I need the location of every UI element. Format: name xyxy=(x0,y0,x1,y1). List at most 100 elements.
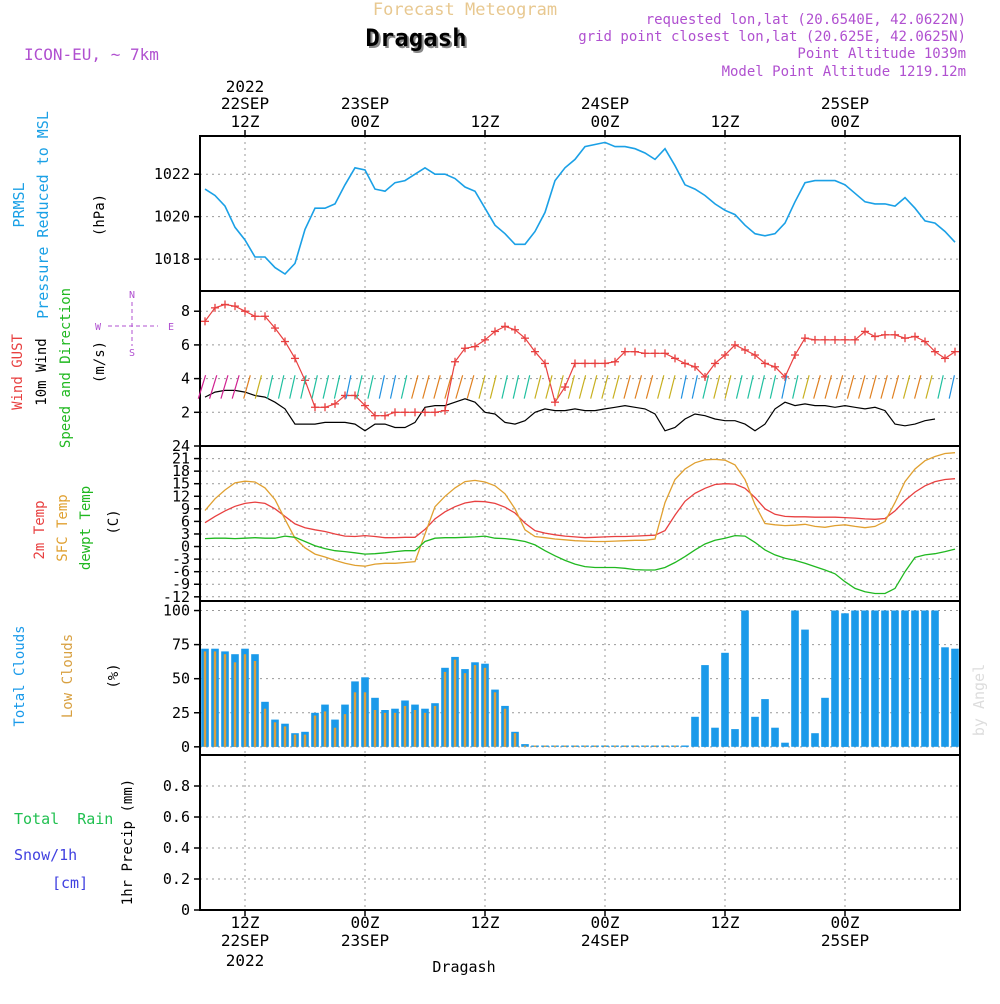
y-tick-label: -6 xyxy=(172,563,190,581)
total-clouds-label: Total Clouds xyxy=(12,625,28,726)
gust-marker xyxy=(251,312,259,321)
y-tick-label: 0.6 xyxy=(163,808,190,826)
low-clouds-label: Low Clouds xyxy=(60,634,76,718)
time-label-bottom: 25SEP xyxy=(821,931,869,950)
gust-marker xyxy=(601,359,609,368)
snow-unit-label: [cm] xyxy=(52,874,88,892)
dewpt-line xyxy=(204,534,956,595)
wind-direction-barb xyxy=(735,375,743,399)
y-tick-label: 12 xyxy=(172,487,190,505)
time-label-top: 00Z xyxy=(831,112,860,131)
wind-direction-barb xyxy=(277,375,285,399)
ms-unit-label: (m/s) xyxy=(92,341,108,383)
time-label-bottom: 23SEP xyxy=(341,931,389,950)
total-cloud-bar xyxy=(921,610,929,747)
wind-direction-barb xyxy=(914,375,922,399)
low-cloud-bar xyxy=(393,712,397,747)
total-cloud-bar xyxy=(861,610,869,747)
gust-marker xyxy=(681,359,689,368)
wind-direction-barb xyxy=(802,375,810,399)
low-cloud-bar xyxy=(383,712,387,747)
gust-marker xyxy=(901,334,909,343)
y-tick-label: 18 xyxy=(172,462,190,480)
wind-direction-barb xyxy=(645,375,654,399)
total-cloud-bar xyxy=(811,733,819,747)
low-cloud-bar xyxy=(413,710,417,747)
gust-marker xyxy=(851,335,859,344)
gust-marker xyxy=(421,408,429,417)
gust-marker xyxy=(821,335,829,344)
gust-marker xyxy=(751,351,759,360)
wind-direction-barb xyxy=(601,375,609,399)
time-label-top: 12Z xyxy=(471,112,500,131)
gust-marker xyxy=(531,347,539,356)
wind-direction-barb xyxy=(567,375,575,399)
gust-marker xyxy=(321,403,329,412)
wind-direction-barb xyxy=(254,375,263,399)
wind-direction-barb xyxy=(512,375,520,399)
y-tick-label: -12 xyxy=(163,588,190,606)
wind-direction-barb xyxy=(858,375,866,399)
total-cloud-bar xyxy=(681,745,689,747)
low-cloud-bar xyxy=(273,722,277,747)
y-tick-label: 0.2 xyxy=(163,870,190,888)
total-cloud-bar xyxy=(891,610,899,747)
place-title-front: Dragash xyxy=(365,24,466,52)
wind-direction-barb xyxy=(433,375,441,399)
c-unit-label: (C) xyxy=(106,509,122,534)
bottom-place-label: Dragash xyxy=(432,958,495,976)
total-cloud-bar xyxy=(801,629,809,747)
gust-marker xyxy=(401,408,409,417)
gust-marker xyxy=(731,340,739,349)
gust-marker xyxy=(591,359,599,368)
y-tick-label: 1020 xyxy=(154,208,190,226)
wind-gust-line xyxy=(204,303,956,417)
gust-marker xyxy=(521,334,529,343)
low-cloud-bar xyxy=(263,708,267,747)
time-label-bottom: 12Z xyxy=(231,913,260,932)
gust-marker xyxy=(491,327,499,336)
total-cloud-bar xyxy=(821,697,829,747)
low-cloud-bar xyxy=(553,745,557,747)
time-label-top: 22SEP xyxy=(221,94,269,113)
gust-marker xyxy=(841,335,849,344)
wind-10m-line xyxy=(204,389,936,432)
total-cloud-bar xyxy=(771,727,779,747)
point-altitude: Point Altitude 1039m xyxy=(797,46,966,62)
gust-marker xyxy=(461,344,469,353)
wind-direction-barb xyxy=(713,375,721,399)
gust-marker xyxy=(911,332,919,341)
y-tick-label: 1022 xyxy=(154,165,190,183)
wind-direction-barb xyxy=(925,375,933,399)
wind-direction-barb xyxy=(378,375,385,399)
low-cloud-bar xyxy=(283,726,287,747)
low-cloud-bar xyxy=(663,745,667,747)
prmsl-line xyxy=(204,141,956,276)
total-cloud-bar xyxy=(831,610,839,747)
low-cloud-bar xyxy=(493,692,497,747)
wind-direction-barb xyxy=(266,375,274,399)
total-cloud-bar xyxy=(931,610,939,747)
wind-direction-barb xyxy=(668,375,676,399)
panel-frame xyxy=(199,135,961,292)
wind-direction-barb xyxy=(612,375,620,399)
time-label-top: 00Z xyxy=(591,112,620,131)
gust-marker xyxy=(561,383,569,392)
place-title: Dragash xyxy=(367,26,468,54)
gust-marker xyxy=(411,408,419,417)
gust-marker xyxy=(331,399,339,408)
y-tick-label: 8 xyxy=(181,302,190,320)
gust-marker xyxy=(611,357,619,366)
gust-marker xyxy=(221,300,229,309)
sfc-temp-label: SFC Temp xyxy=(55,494,71,561)
total-cloud-bar xyxy=(941,647,949,747)
wind-direction-barb xyxy=(578,375,587,399)
y-tick-label: -3 xyxy=(172,550,190,568)
time-label-top: 23SEP xyxy=(341,94,389,113)
wind-direction-barb xyxy=(902,375,911,399)
wind-direction-barb xyxy=(781,375,788,399)
panel-frame xyxy=(199,754,961,911)
gust-marker xyxy=(391,408,399,417)
gust-marker xyxy=(921,337,929,346)
